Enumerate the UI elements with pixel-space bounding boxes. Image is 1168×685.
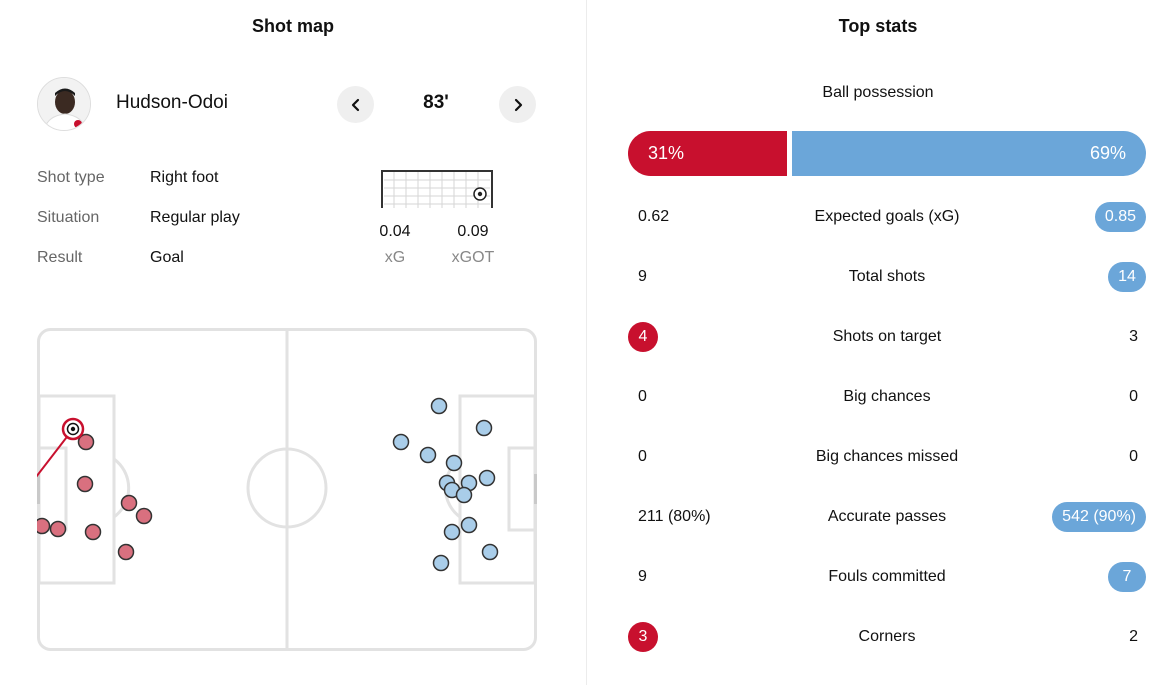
stat-away-value: 0 [1129, 388, 1138, 405]
possession-home-value: 31% [648, 143, 685, 163]
stat-row: Corners 3 2 [628, 622, 1146, 654]
stat-row: Total shots 9 14 [628, 262, 1146, 294]
top-stats-title: Top stats [838, 16, 918, 36]
top-stats-panel: Top stats Ball possession 31% 69% Expect… [588, 0, 1168, 685]
possession-home-segment: 31% [628, 131, 787, 176]
result-value: Goal [150, 249, 184, 266]
home-shot-marker [77, 433, 95, 451]
stat-away-value: 542 (90%) [1052, 502, 1146, 532]
stat-label: Corners [858, 628, 916, 645]
away-shot-marker [460, 516, 478, 534]
possession-away-segment: 69% [792, 131, 1146, 176]
stat-row: Fouls committed 9 7 [628, 562, 1146, 594]
home-shot-marker [120, 494, 138, 512]
stat-away-value: 14 [1108, 262, 1146, 292]
away-shot-marker [443, 523, 461, 541]
away-shot-marker [455, 486, 473, 504]
shot-type-label: Shot type [37, 169, 105, 186]
selected-shot-marker [61, 417, 85, 441]
stat-label: Expected goals (xG) [814, 208, 960, 225]
result-label: Result [37, 249, 83, 266]
stat-row: Shots on target 4 3 [628, 322, 1146, 354]
stat-home-value: 4 [628, 322, 658, 352]
stat-label: Fouls committed [828, 568, 946, 585]
home-shot-marker [135, 507, 153, 525]
xg-value: 0.04 [379, 223, 411, 240]
player-name[interactable]: Hudson-Odoi [116, 92, 228, 113]
home-shot-marker [117, 543, 135, 561]
away-shot-marker [430, 397, 448, 415]
stat-home-value: 3 [628, 622, 658, 652]
xgot-label: xGOT [451, 249, 495, 266]
home-shot-marker [76, 475, 94, 493]
shot-map-title: Shot map [251, 16, 334, 36]
xg-label: xG [384, 249, 406, 266]
stat-row: Accurate passes 211 (80%) 542 (90%) [628, 502, 1146, 534]
stat-home-value: 9 [638, 568, 647, 585]
situation-label: Situation [37, 209, 100, 226]
home-shot-marker [84, 523, 102, 541]
stat-away-value: 7 [1108, 562, 1146, 592]
stat-home-value: 0.62 [638, 208, 670, 225]
stat-away-value: 0.85 [1094, 202, 1146, 232]
away-shot-marker [432, 554, 450, 572]
shot-map-panel: Shot map Hudson-Odoi 83' Shot type Right… [37, 0, 587, 685]
ball-possession-label: Ball possession [822, 84, 934, 101]
shot-minute: 83' [423, 92, 449, 113]
stat-label: Shots on target [832, 328, 942, 345]
stat-home-value: 0 [638, 388, 647, 405]
stat-home-value: 211 (80%) [638, 508, 711, 525]
previous-shot-button[interactable] [337, 86, 374, 123]
home-shot-marker [49, 520, 67, 538]
away-shot-marker [478, 469, 496, 487]
away-shot-marker [445, 454, 463, 472]
next-shot-button[interactable] [499, 86, 536, 123]
ball-icon [473, 187, 487, 201]
stat-row: Big chances missed 0 0 [628, 442, 1146, 474]
stat-row: Expected goals (xG) 0.62 0.85 [628, 202, 1146, 234]
possession-bar: 31% 69% [628, 131, 1146, 176]
player-avatar[interactable] [37, 77, 91, 131]
stat-label: Big chances [843, 388, 931, 405]
stat-home-value: 0 [638, 448, 647, 465]
pitch-shot-map [37, 328, 537, 651]
away-shot-marker [481, 543, 499, 561]
stat-away-value: 3 [1129, 328, 1138, 345]
stat-label: Big chances missed [815, 448, 959, 465]
goal-frame-diagram [381, 170, 493, 208]
situation-value: Regular play [150, 209, 240, 226]
player-photo [38, 78, 90, 130]
chevron-left-icon [351, 98, 359, 111]
stat-row: Big chances 0 0 [628, 382, 1146, 414]
stat-home-value: 9 [638, 268, 647, 285]
home-shot-marker [37, 517, 51, 535]
stat-label: Total shots [848, 268, 926, 285]
stat-away-value: 2 [1129, 628, 1138, 645]
away-shot-marker [392, 433, 410, 451]
stat-away-value: 0 [1129, 448, 1138, 465]
xgot-value: 0.09 [457, 223, 489, 240]
possession-away-value: 69% [1089, 143, 1126, 163]
away-shot-marker [419, 446, 437, 464]
stat-label: Accurate passes [827, 508, 947, 525]
away-shot-marker [475, 419, 493, 437]
chevron-right-icon [514, 98, 522, 111]
shot-type-value: Right foot [150, 169, 219, 186]
